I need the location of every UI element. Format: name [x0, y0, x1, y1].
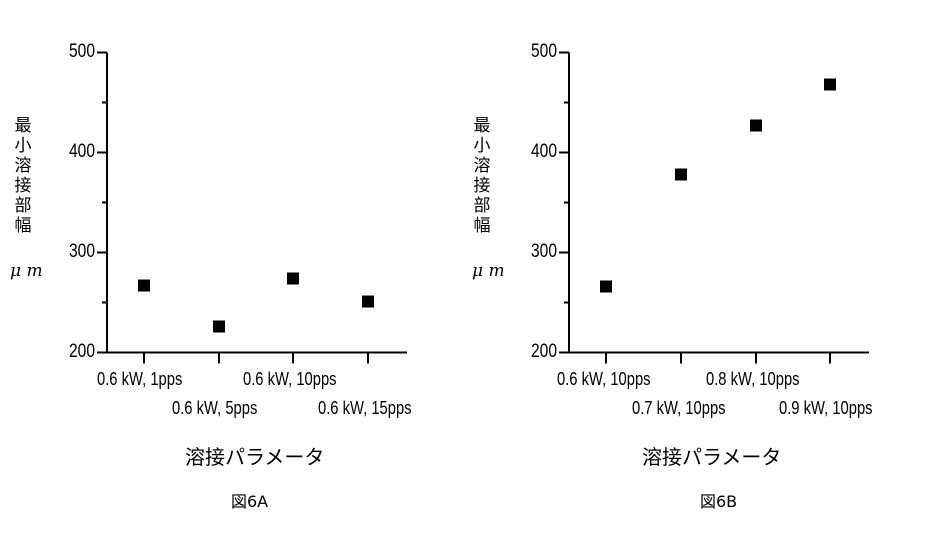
x-axis-title-6b: 溶接パラメータ — [642, 445, 782, 469]
data-point-square — [824, 78, 836, 91]
x-category-label: 0.9 kW, 10pps — [779, 398, 873, 418]
x-category-label: 0.7 kW, 10pps — [632, 398, 726, 418]
y-title-char: 部 — [14, 196, 32, 216]
y-tick-500: 500 — [69, 41, 95, 62]
y-tick-400: 400 — [69, 141, 95, 162]
y-tick-300: 300 — [531, 241, 557, 262]
y-tick-200: 200 — [69, 341, 95, 362]
x-category-label: 0.6 kW, 10pps — [557, 369, 651, 389]
data-point-square — [362, 295, 374, 308]
y-tick-300: 300 — [69, 241, 95, 262]
y-axis-unit-6b: μ m — [472, 261, 505, 281]
y-tick-200: 200 — [531, 341, 557, 362]
chart-panel-6b: 最 小 溶 接 部 幅 μ m 500 400 300 200 0.6 kW, … — [462, 0, 928, 543]
y-title-char: 小 — [473, 136, 491, 156]
y-tick-400: 400 — [531, 141, 557, 162]
plot-area-6b — [559, 51, 869, 364]
y-title-char: 幅 — [14, 216, 32, 236]
x-category-label: 0.6 kW, 15pps — [318, 398, 412, 418]
y-axis-title-6a: 最 小 溶 接 部 幅 — [11, 116, 35, 236]
x-category-label: 0.6 kW, 10pps — [243, 369, 337, 389]
chart-panel-6a: 最 小 溶 接 部 幅 μ m 500 400 300 200 0.6 kW, … — [0, 0, 466, 543]
y-title-char: 最 — [14, 116, 32, 136]
x-category-label: 0.8 kW, 10pps — [706, 369, 800, 389]
y-title-char: 接 — [14, 176, 32, 196]
data-point-square — [600, 280, 612, 293]
y-axis-unit-6a: μ m — [10, 261, 43, 281]
x-axis-title-6a: 溶接パラメータ — [185, 445, 325, 469]
figure-caption-6b: 図6B — [700, 492, 738, 511]
y-title-char: 幅 — [473, 216, 491, 236]
y-title-char: 溶 — [473, 156, 491, 176]
plot-area-6a — [97, 51, 407, 364]
y-title-char: 小 — [14, 136, 32, 156]
x-category-label: 0.6 kW, 1pps — [97, 369, 183, 389]
x-category-label: 0.6 kW, 5pps — [172, 398, 258, 418]
data-point-square — [213, 320, 225, 333]
y-title-char: 部 — [473, 196, 491, 216]
figure-caption-6a: 図6A — [231, 492, 269, 511]
data-point-square — [138, 279, 150, 292]
y-tick-500: 500 — [531, 41, 557, 62]
y-title-char: 最 — [473, 116, 491, 136]
data-point-square — [750, 119, 762, 132]
y-title-char: 溶 — [14, 156, 32, 176]
data-point-square — [675, 168, 687, 181]
y-title-char: 接 — [473, 176, 491, 196]
data-point-square — [287, 272, 299, 285]
y-axis-title-6b: 最 小 溶 接 部 幅 — [470, 116, 494, 236]
